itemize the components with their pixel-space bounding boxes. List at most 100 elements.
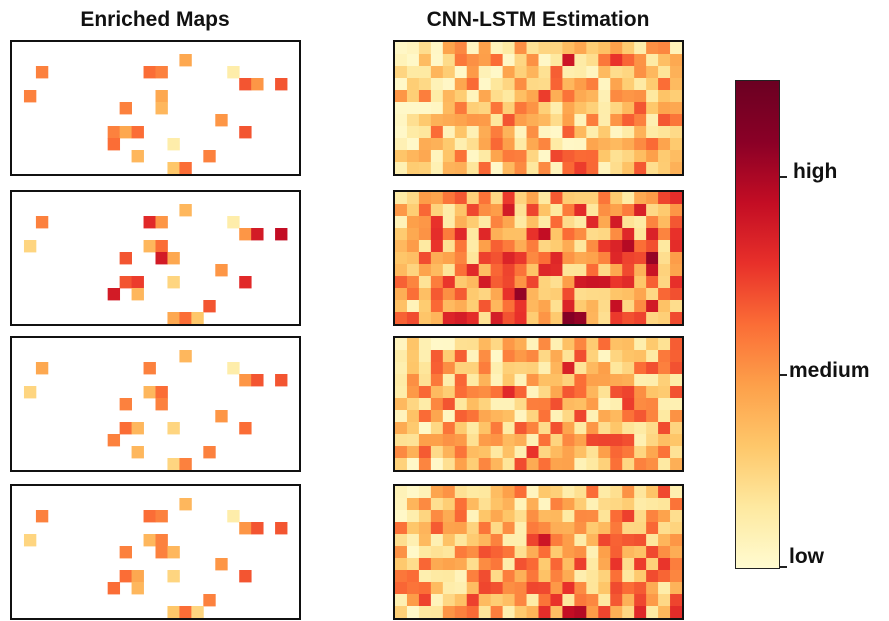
cnn-lstm-estimation-3-cell-45 xyxy=(646,350,659,363)
cnn-lstm-estimation-3-cell-242 xyxy=(418,458,432,470)
cnn-lstm-estimation-4-cell-96 xyxy=(395,534,408,547)
cnn-lstm-estimation-3-cell-190 xyxy=(658,422,671,435)
cnn-lstm-estimation-4-cell-177 xyxy=(502,570,515,583)
cnn-lstm-estimation-1-cell-251 xyxy=(526,162,539,174)
cnn-lstm-estimation-3-cell-236 xyxy=(634,446,647,459)
cnn-lstm-estimation-1-cell-183 xyxy=(574,126,587,139)
cnn-lstm-estimation-1-cell-6 xyxy=(466,42,480,55)
cnn-lstm-estimation-3-cell-13 xyxy=(550,338,563,351)
cnn-lstm-estimation-1-cell-133 xyxy=(550,102,563,115)
enriched-map-4-cell-19 xyxy=(107,582,121,595)
cnn-lstm-estimation-1-cell-180 xyxy=(538,126,551,139)
cnn-lstm-estimation-1-cell-106 xyxy=(514,90,527,103)
cnn-lstm-estimation-1-cell-144 xyxy=(395,114,408,127)
cnn-lstm-estimation-1-cell-174 xyxy=(466,126,480,139)
cnn-lstm-estimation-3-cell-16 xyxy=(586,338,599,351)
cnn-lstm-estimation-2-cell-62 xyxy=(562,216,575,229)
cnn-lstm-estimation-2-cell-213 xyxy=(646,288,659,301)
cnn-lstm-estimation-4-cell-34 xyxy=(514,498,527,511)
cnn-lstm-estimation-2-cell-252 xyxy=(538,312,551,324)
cnn-lstm-estimation-4-cell-55 xyxy=(478,510,492,523)
cnn-lstm-estimation-2-cell-250 xyxy=(514,312,527,324)
cnn-lstm-estimation-1-cell-75 xyxy=(430,78,444,91)
cnn-lstm-estimation-2-cell-38 xyxy=(562,204,575,217)
cnn-lstm-estimation-2-cell-95 xyxy=(670,228,682,241)
cnn-lstm-estimation-2-cell-230 xyxy=(562,300,575,313)
cnn-lstm-estimation-2-cell-24 xyxy=(395,204,408,217)
cnn-lstm-estimation-3-cell-146 xyxy=(418,410,432,423)
cnn-lstm-estimation-3-cell-208 xyxy=(586,434,599,447)
cnn-lstm-estimation-4-cell-147 xyxy=(430,558,444,571)
enriched-map-3-cell-3 xyxy=(227,362,240,375)
cnn-lstm-estimation-1-cell-61 xyxy=(550,66,563,79)
cnn-lstm-estimation-1-cell-77 xyxy=(454,78,468,91)
cnn-lstm-estimation-4-cell-211 xyxy=(622,582,635,595)
cnn-lstm-estimation-3-cell-77 xyxy=(454,374,468,387)
cnn-lstm-estimation-2-cell-253 xyxy=(550,312,563,324)
cnn-lstm-estimation-2-cell-257 xyxy=(598,312,611,324)
cnn-lstm-estimation-4-cell-60 xyxy=(538,510,551,523)
cnn-lstm-estimation-2-cell-4 xyxy=(442,192,456,205)
cnn-lstm-estimation-4-cell-225 xyxy=(502,594,515,607)
cnn-lstm-estimation-4-cell-18 xyxy=(610,486,623,499)
cnn-lstm-estimation-3-cell-88 xyxy=(586,374,599,387)
cnn-lstm-estimation-4-cell-22 xyxy=(658,486,671,499)
cnn-lstm-estimation-1-cell-68 xyxy=(634,66,647,79)
enriched-map-4-cell-0 xyxy=(35,510,49,523)
cnn-lstm-estimation-2-cell-134 xyxy=(562,252,575,265)
cnn-lstm-estimation-2-cell-34 xyxy=(514,204,527,217)
cnn-lstm-estimation-4-cell-75 xyxy=(430,522,444,535)
cnn-lstm-estimation-3-cell-141 xyxy=(646,398,659,411)
cnn-lstm-estimation-3-cell-206 xyxy=(562,434,575,447)
cnn-lstm-estimation-4-cell-64 xyxy=(586,510,599,523)
cnn-lstm-estimation-1-cell-55 xyxy=(478,66,492,79)
cnn-lstm-estimation-4-cell-135 xyxy=(574,546,587,559)
cnn-lstm-estimation-1-cell-200 xyxy=(490,138,504,151)
cnn-lstm-estimation-4-cell-205 xyxy=(550,582,563,595)
cnn-lstm-estimation-4-cell-20 xyxy=(634,486,647,499)
cnn-lstm-estimation-2-cell-243 xyxy=(430,312,444,324)
cnn-lstm-estimation-3-cell-198 xyxy=(466,434,480,447)
cnn-lstm-estimation-1-cell-102 xyxy=(466,90,480,103)
cnn-lstm-estimation-4-cell-128 xyxy=(490,546,504,559)
cnn-lstm-estimation-4-cell-36 xyxy=(538,498,551,511)
enriched-map-1-cell-18 xyxy=(167,138,180,151)
cnn-lstm-estimation-3-cell-168 xyxy=(395,422,408,435)
enriched-map-1-cell-22 xyxy=(179,162,192,174)
cnn-lstm-estimation-1-cell-238 xyxy=(658,150,671,163)
cnn-lstm-estimation-4-cell-72 xyxy=(395,522,408,535)
cnn-lstm-estimation-4-cell-106 xyxy=(514,534,527,547)
cnn-lstm-estimation-1-cell-216 xyxy=(395,150,408,163)
enriched-map-2-cell-4 xyxy=(227,216,240,229)
cnn-lstm-estimation-4-cell-231 xyxy=(574,594,587,607)
cnn-lstm-estimation-4-cell-63 xyxy=(574,510,587,523)
cnn-lstm-estimation-4-cell-234 xyxy=(610,594,623,607)
cnn-lstm-estimation-4-cell-204 xyxy=(538,582,551,595)
colorbar-tick-high xyxy=(780,176,787,178)
cnn-lstm-estimation-4-cell-228 xyxy=(538,594,551,607)
cnn-lstm-estimation-2-cell-254 xyxy=(562,312,575,324)
cnn-lstm-estimation-2-cell-240 xyxy=(395,312,408,324)
cnn-lstm-estimation-3-cell-191 xyxy=(670,422,682,435)
cnn-lstm-estimation-3-cell-181 xyxy=(550,422,563,435)
cnn-lstm-estimation-1-cell-197 xyxy=(454,138,468,151)
cnn-lstm-estimation-4-cell-157 xyxy=(550,558,563,571)
cnn-lstm-estimation-1-cell-48 xyxy=(395,66,408,79)
enriched-map-1-cell-19 xyxy=(131,150,144,163)
cnn-lstm-estimation-3-cell-125 xyxy=(454,398,468,411)
cnn-lstm-estimation-2-cell-235 xyxy=(622,300,635,313)
cnn-lstm-estimation-2-cell-2 xyxy=(418,192,432,205)
cnn-lstm-estimation-2-cell-112 xyxy=(586,240,599,253)
cnn-lstm-estimation-3-cell-98 xyxy=(418,386,432,399)
cnn-lstm-estimation-3-cell-72 xyxy=(395,374,408,387)
cnn-lstm-estimation-1-cell-40 xyxy=(586,54,599,67)
enriched-map-3-cell-4 xyxy=(239,374,252,387)
cnn-lstm-estimation-4-cell-171 xyxy=(430,570,444,583)
cnn-lstm-estimation-2-cell-15 xyxy=(574,192,587,205)
cnn-lstm-estimation-1-cell-165 xyxy=(646,114,659,127)
cnn-lstm-estimation-3-cell-41 xyxy=(598,350,611,363)
cnn-lstm-estimation-2-cell-65 xyxy=(598,216,611,229)
cnn-lstm-estimation-3-cell-199 xyxy=(478,434,492,447)
cnn-lstm-estimation-2-cell-141 xyxy=(646,252,659,265)
cnn-lstm-estimation-1-cell-85 xyxy=(550,78,563,91)
